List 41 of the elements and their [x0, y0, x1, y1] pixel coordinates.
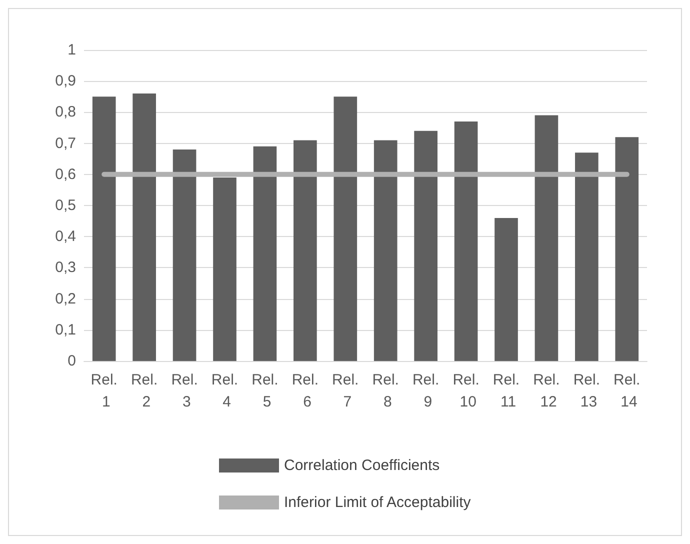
y-tick-label: 0,7	[55, 134, 76, 152]
bar	[615, 137, 639, 361]
x-tick-label: Rel. 9	[412, 372, 440, 410]
x-tick-label: Rel. 14	[614, 372, 640, 410]
x-tick-label: Rel. 11	[492, 372, 520, 410]
y-tick-label: 0	[68, 352, 76, 370]
x-tick-label: Rel. 8	[372, 372, 399, 410]
x-tick-label: Rel. 6	[292, 372, 319, 410]
bar	[132, 94, 156, 361]
x-tick-label: Rel. 7	[332, 372, 359, 410]
y-tick-label: 0,3	[55, 259, 76, 276]
x-tick-label: Rel. 10	[452, 372, 480, 410]
y-tick-label: 0,4	[55, 228, 76, 246]
legend-label: Correlation Coefficients	[284, 457, 440, 474]
bar	[494, 218, 518, 361]
legend-label: Inferior Limit of Acceptability	[284, 494, 472, 511]
bar	[172, 150, 196, 361]
bar	[414, 130, 438, 361]
x-tick-label: Rel. 1	[90, 372, 118, 410]
bar	[294, 140, 317, 361]
y-tick-label: 0,5	[55, 197, 76, 214]
bar	[92, 96, 116, 361]
bar	[575, 152, 598, 361]
x-tick-label: Rel. 3	[171, 372, 198, 410]
y-tick-label: 0,1	[55, 321, 76, 338]
y-tick-label: 0,9	[55, 72, 76, 90]
y-tick-label: 0,6	[55, 166, 76, 183]
y-tick-label: 0,2	[55, 290, 76, 308]
x-tick-label: Rel. 4	[211, 372, 238, 410]
bar	[253, 146, 277, 361]
bar	[213, 178, 236, 361]
y-tick-label: 0,8	[55, 104, 76, 121]
x-tick-label: Rel. 12	[533, 372, 560, 410]
x-tick-label: Rel. 5	[252, 372, 278, 410]
bar	[534, 115, 558, 361]
y-tick-label: 1	[68, 42, 76, 58]
x-tick-label: Rel. 2	[130, 372, 158, 410]
bar	[334, 96, 358, 361]
bar	[374, 140, 398, 361]
x-tick-label: Rel. 13	[573, 372, 600, 410]
bar	[454, 122, 478, 361]
